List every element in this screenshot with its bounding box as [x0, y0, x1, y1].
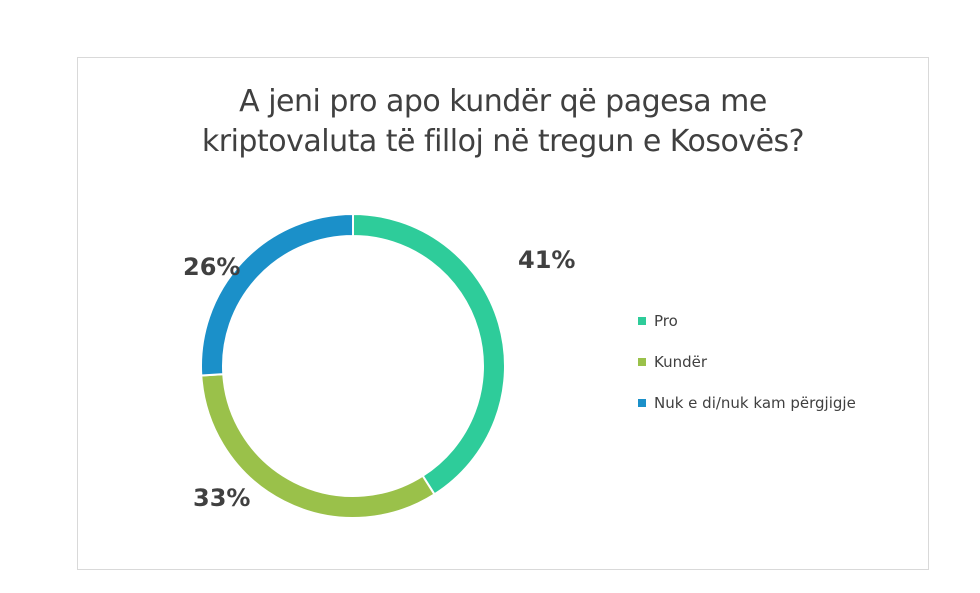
legend-swatch-pro — [638, 317, 646, 325]
donut-slice-pro — [352, 212, 506, 496]
legend-swatch-kunder — [638, 358, 646, 366]
data-label-pro: 41% — [518, 246, 575, 274]
donut-chart: 41% 33% 26% — [183, 212, 575, 519]
donut-data-labels: 41% 33% 26% — [183, 246, 575, 512]
legend-label-pro: Pro — [654, 312, 678, 330]
donut-slices — [200, 212, 506, 519]
legend-item-kunder: Kundër — [638, 352, 856, 372]
chart-title-line-1: A jeni pro apo kundër që pagesa me — [239, 84, 767, 119]
legend-label-nuk-e-di: Nuk e di/nuk kam përgjigje — [654, 394, 856, 412]
data-label-kunder: 33% — [193, 484, 250, 512]
legend: Pro Kundër Nuk e di/nuk kam përgjigje — [638, 311, 856, 434]
legend-swatch-nuk-e-di — [638, 399, 646, 407]
chart-title: A jeni pro apo kundër që pagesa me kript… — [78, 82, 928, 162]
chart-frame: A jeni pro apo kundër që pagesa me kript… — [77, 57, 929, 570]
legend-item-pro: Pro — [638, 311, 856, 331]
chart-title-line-2: kriptovaluta të filloj në tregun e Kosov… — [201, 124, 805, 159]
legend-label-kunder: Kundër — [654, 353, 708, 371]
legend-item-nuk-e-di: Nuk e di/nuk kam përgjigje — [638, 393, 856, 413]
data-label-nuk-e-di: 26% — [183, 253, 240, 281]
donut-slice-nuk-e-di — [200, 212, 354, 377]
